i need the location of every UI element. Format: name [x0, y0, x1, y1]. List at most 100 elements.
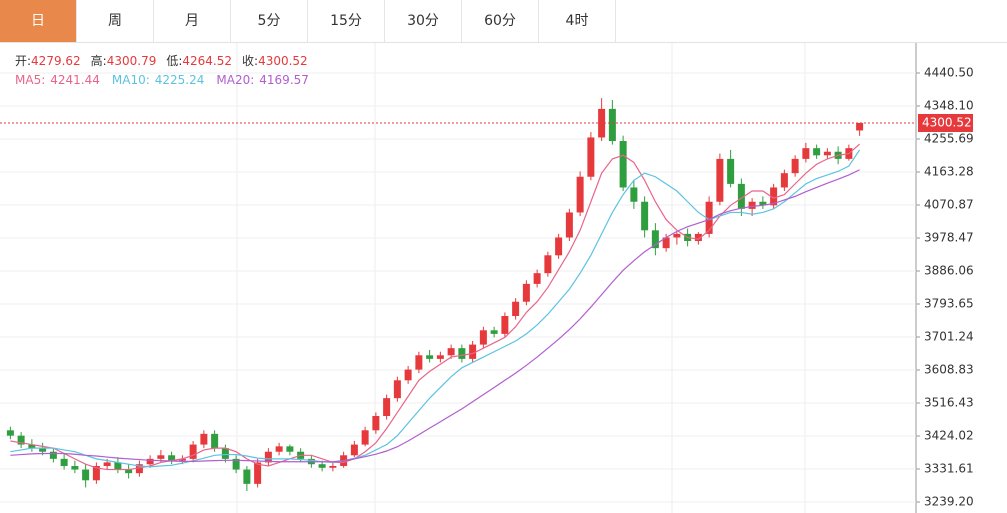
y-tick-label: 3793.65: [924, 296, 974, 310]
ohlc-value: 4279.62: [31, 54, 81, 68]
candle-body: [168, 455, 176, 461]
candle-body: [770, 187, 778, 206]
candle-body: [662, 237, 670, 249]
candle-body: [447, 348, 455, 356]
candle-body: [286, 446, 294, 452]
candle-body: [737, 183, 745, 209]
legend-name: MA20: [216, 73, 250, 87]
y-tick-label: 3608.83: [924, 363, 974, 377]
candle-body: [232, 458, 240, 470]
candle-body: [641, 201, 649, 231]
candle-body: [727, 158, 735, 184]
candle-body: [82, 469, 90, 481]
candle-body: [361, 430, 369, 445]
candle-body: [813, 148, 821, 156]
y-tick-label: 4255.69: [924, 131, 974, 145]
candle-body: [350, 444, 358, 456]
candle-body: [49, 451, 57, 459]
candle-body: [426, 355, 434, 359]
y-tick-label: 4440.50: [924, 65, 974, 79]
y-tick-label: 3424.02: [924, 428, 974, 442]
ohlc-label: 开:: [15, 54, 31, 68]
ohlc-value: 4264.52: [182, 54, 232, 68]
last-price-label: 4300.52: [922, 115, 972, 129]
candle-body: [254, 462, 262, 484]
candle-body: [716, 158, 724, 202]
last-price-tag: [918, 113, 973, 132]
candle-body: [479, 330, 487, 345]
candle-body: [544, 255, 552, 274]
period-tab[interactable]: 月: [154, 0, 231, 42]
candle-body: [211, 433, 219, 449]
candle-body: [576, 176, 584, 213]
candle-body: [512, 301, 520, 317]
candle-body: [60, 458, 68, 467]
candle-body: [275, 446, 283, 452]
ohlc-label: 收:: [242, 54, 258, 68]
candle-body: [200, 433, 208, 445]
candle-body: [533, 273, 541, 284]
candle-body: [619, 141, 627, 188]
candle-body: [823, 151, 831, 156]
legend-name-sep: :: [41, 73, 45, 87]
period-tab[interactable]: 周: [77, 0, 154, 42]
legend-name: MA10: [112, 73, 146, 87]
candle-body: [92, 466, 100, 481]
legend-value: 4241.44: [50, 73, 100, 87]
period-tab[interactable]: 5分: [231, 0, 308, 42]
candle-body: [469, 344, 477, 359]
ohlc-value: 4300.52: [258, 54, 308, 68]
candle-body: [329, 466, 337, 468]
y-tick-label: 3701.24: [924, 329, 974, 343]
candle-body: [759, 201, 767, 206]
candle-body: [856, 122, 864, 131]
y-tick-label: 3239.20: [924, 495, 974, 509]
candle-body: [28, 444, 36, 449]
ma-line: [10, 169, 860, 463]
y-tick-label: 4070.87: [924, 197, 974, 211]
period-tab[interactable]: 30分: [385, 0, 462, 42]
legend-name: MA5: [15, 73, 41, 87]
candle-body: [458, 348, 466, 359]
candle-body: [103, 462, 111, 467]
candle-body: [791, 158, 799, 174]
ohlc-value: 4300.79: [107, 54, 157, 68]
ohlc-label: 低:: [166, 54, 182, 68]
period-tab[interactable]: 4时: [539, 0, 616, 42]
candle-body: [555, 237, 563, 256]
candle-body: [135, 464, 143, 474]
candle-body: [694, 233, 702, 242]
legend-name-sep: :: [250, 73, 254, 87]
candle-body: [383, 398, 391, 417]
candle-body: [490, 330, 498, 334]
period-tab[interactable]: 日: [0, 0, 77, 42]
candle-body: [705, 201, 713, 234]
period-tab[interactable]: 60分: [462, 0, 539, 42]
ohlc-info: 开:4279.62 高:4300.79 低:4264.52 收:4300.52: [15, 53, 308, 68]
candle-body: [264, 451, 272, 463]
candle-body: [436, 355, 444, 359]
candle-body: [651, 230, 659, 249]
ma-line: [10, 143, 861, 471]
candle-body: [71, 466, 79, 470]
ma-line: [10, 149, 861, 468]
y-tick-label: 4348.10: [924, 98, 974, 112]
period-tab[interactable]: 15分: [308, 0, 385, 42]
candle-body: [587, 137, 595, 177]
candle-body: [673, 233, 681, 238]
candle-body: [415, 355, 423, 370]
candle-body: [318, 464, 326, 468]
ohlc-label: 高:: [91, 53, 107, 68]
candle-body: [802, 148, 810, 159]
candle-body: [501, 316, 509, 334]
period-tabs: 日周月 5分 15分 30分 60分 4时: [0, 0, 1007, 43]
legend-name-sep: :: [146, 73, 150, 87]
y-tick-label: 3978.47: [924, 230, 974, 244]
candle-body: [39, 448, 47, 452]
candle-body: [146, 458, 154, 465]
candle-body: [630, 187, 638, 202]
candle-body: [125, 469, 133, 474]
candle-body: [522, 283, 530, 302]
candle-body: [17, 435, 25, 445]
